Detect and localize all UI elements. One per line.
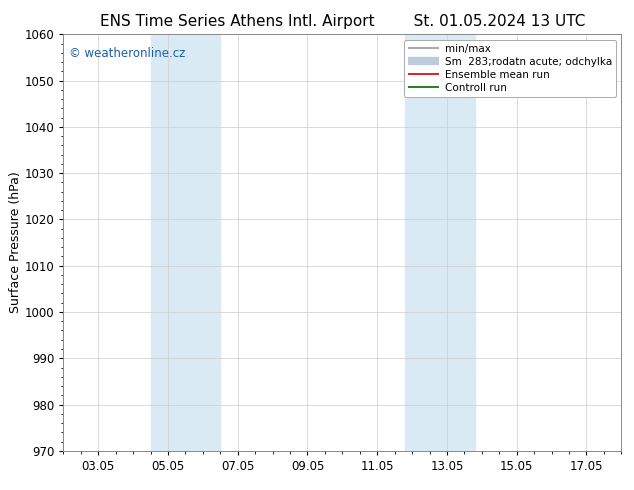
Title: ENS Time Series Athens Intl. Airport        St. 01.05.2024 13 UTC: ENS Time Series Athens Intl. Airport St.… bbox=[100, 14, 585, 29]
Bar bbox=[150, 34, 221, 451]
Legend: min/max, Sm  283;rodatn acute; odchylka, Ensemble mean run, Controll run: min/max, Sm 283;rodatn acute; odchylka, … bbox=[404, 40, 616, 97]
Y-axis label: Surface Pressure (hPa): Surface Pressure (hPa) bbox=[9, 172, 22, 314]
Text: © weatheronline.cz: © weatheronline.cz bbox=[69, 47, 185, 60]
Bar bbox=[405, 34, 475, 451]
